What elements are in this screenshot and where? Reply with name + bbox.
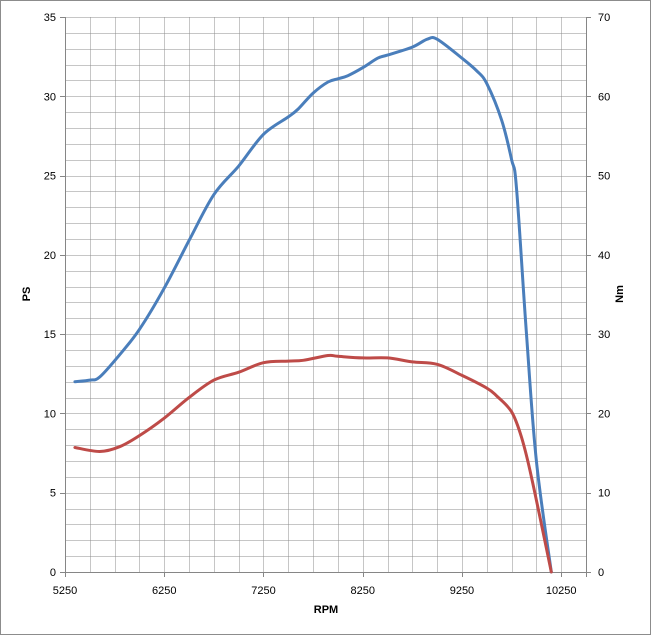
x-tick-label: 8250 bbox=[350, 585, 374, 597]
axis-layer bbox=[60, 17, 591, 577]
y2-axis-title: Nm bbox=[614, 285, 626, 303]
x-tick-label: 5250 bbox=[53, 585, 77, 597]
y-tick-label: 15 bbox=[44, 329, 56, 341]
x-tick-label: 7250 bbox=[251, 585, 275, 597]
y2-tick-label: 60 bbox=[598, 91, 610, 103]
x-tick-label: 9250 bbox=[450, 585, 474, 597]
tick-layer: 0 5 10 15 20 25 30 35 0 10 20 30 40 50 60 70 5250 6250 725… bbox=[44, 12, 611, 597]
x-tick-label: 6250 bbox=[152, 585, 176, 597]
series-layer bbox=[73, 35, 553, 574]
y2-tick-label: 10 bbox=[598, 488, 610, 500]
y2-tick-label: 40 bbox=[598, 250, 610, 262]
y2-tick-label: 30 bbox=[598, 329, 610, 341]
x-tick-label: 10250 bbox=[546, 585, 577, 597]
y-tick-label: 35 bbox=[44, 12, 56, 24]
y-tick-label: 5 bbox=[50, 488, 56, 500]
series-line-1 bbox=[73, 35, 553, 574]
y-tick-label: 10 bbox=[44, 408, 56, 420]
y-tick-label: 20 bbox=[44, 250, 56, 262]
y-tick-label: 0 bbox=[50, 567, 56, 579]
series-line-2 bbox=[73, 353, 553, 574]
y2-tick-label: 20 bbox=[598, 408, 610, 420]
y2-tick-label: 0 bbox=[598, 567, 604, 579]
x-axis-title: RPM bbox=[314, 604, 338, 616]
y-axis-title: PS bbox=[21, 287, 33, 302]
y-tick-label: 25 bbox=[44, 171, 56, 183]
grid-layer bbox=[65, 17, 587, 573]
y2-tick-label: 70 bbox=[598, 12, 610, 24]
y-tick-label: 30 bbox=[44, 91, 56, 103]
y2-tick-label: 50 bbox=[598, 171, 610, 183]
